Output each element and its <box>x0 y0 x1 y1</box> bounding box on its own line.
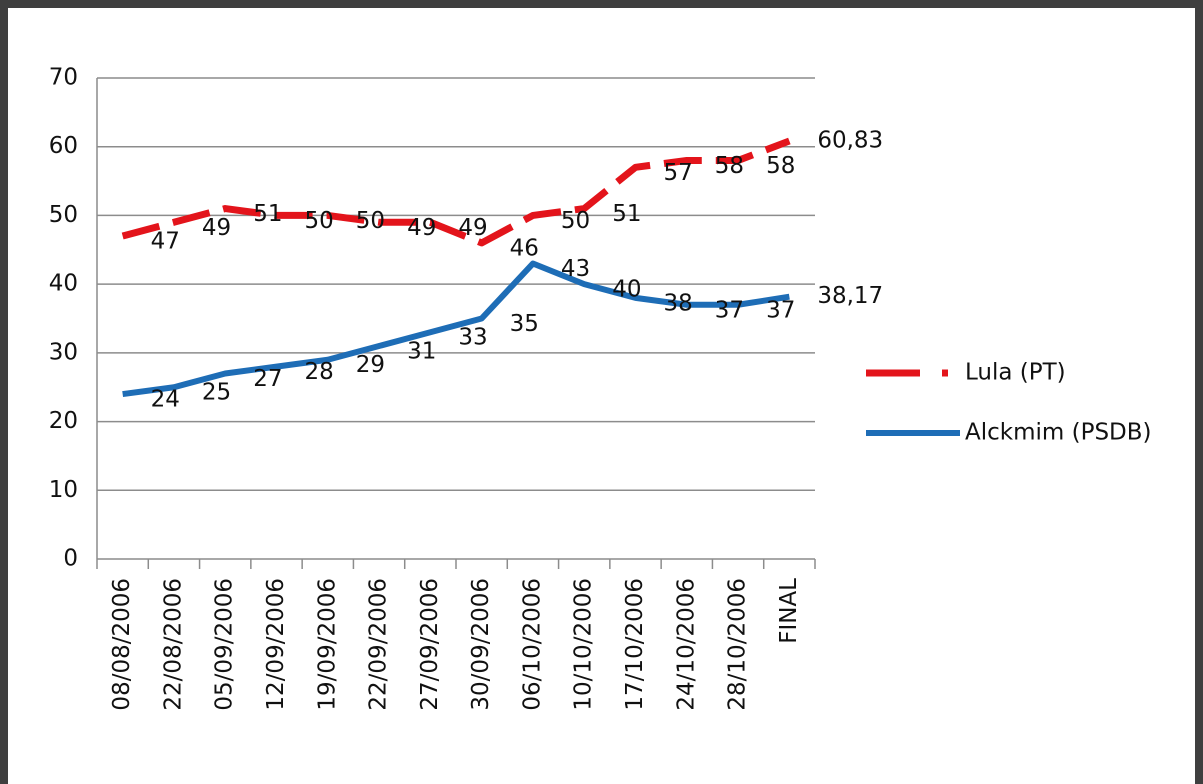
y-tick-label: 60 <box>49 133 78 159</box>
legend-label: Alckmim (PSDB) <box>965 420 1152 446</box>
data-label: 28 <box>305 359 334 385</box>
data-label: 40 <box>612 277 641 303</box>
data-label: 51 <box>612 201 641 227</box>
y-tick-label: 0 <box>63 546 78 572</box>
data-label: 38,17 <box>817 283 883 309</box>
x-tick-label: 08/08/2006 <box>109 578 135 711</box>
x-tick-label: 27/09/2006 <box>417 578 443 711</box>
x-tick-label: 06/10/2006 <box>519 578 545 711</box>
y-tick-label: 20 <box>49 408 78 434</box>
x-tick-label: 22/08/2006 <box>160 578 186 711</box>
data-label: 50 <box>305 208 334 234</box>
data-label: 33 <box>458 325 487 351</box>
series-line <box>122 260 790 398</box>
data-label: 35 <box>510 311 539 337</box>
data-label: 31 <box>407 338 436 364</box>
y-tick-label: 50 <box>49 202 78 228</box>
x-tick-label: 05/09/2006 <box>212 578 238 711</box>
x-tick-label: 10/10/2006 <box>571 578 597 711</box>
x-tick-label: 30/09/2006 <box>468 578 494 711</box>
legend-label: Lula (PT) <box>965 360 1066 386</box>
y-tick-label: 30 <box>49 339 78 365</box>
y-tick-label: 10 <box>49 477 78 503</box>
data-label: 37 <box>766 297 795 323</box>
x-tick-label: 28/10/2006 <box>725 578 751 711</box>
data-label: 46 <box>510 235 539 261</box>
data-label: 38 <box>664 290 693 316</box>
series-line <box>121 137 791 247</box>
data-label: 29 <box>356 352 385 378</box>
x-tick-label: FINAL <box>776 578 802 644</box>
y-tick-label: 40 <box>49 271 78 297</box>
x-tick-label: 17/10/2006 <box>622 578 648 711</box>
data-label: 49 <box>202 215 231 241</box>
data-label: 24 <box>151 387 180 413</box>
y-tick-label: 70 <box>49 65 78 91</box>
data-label: 50 <box>561 208 590 234</box>
data-label: 50 <box>356 208 385 234</box>
x-tick-label: 19/09/2006 <box>314 578 340 711</box>
data-label: 27 <box>253 366 282 392</box>
data-label: 57 <box>664 160 693 186</box>
data-label: 37 <box>715 297 744 323</box>
data-label: 49 <box>458 215 487 241</box>
data-label: 51 <box>253 201 282 227</box>
data-label: 47 <box>151 229 180 255</box>
data-label: 58 <box>715 153 744 179</box>
x-tick-label: 22/09/2006 <box>366 578 392 711</box>
x-tick-label: 12/09/2006 <box>263 578 289 711</box>
data-label: 49 <box>407 215 436 241</box>
data-label: 60,83 <box>817 128 883 154</box>
data-label: 58 <box>766 153 795 179</box>
data-label: 25 <box>202 380 231 406</box>
x-tick-label: 24/10/2006 <box>673 578 699 711</box>
data-label: 43 <box>561 256 590 282</box>
